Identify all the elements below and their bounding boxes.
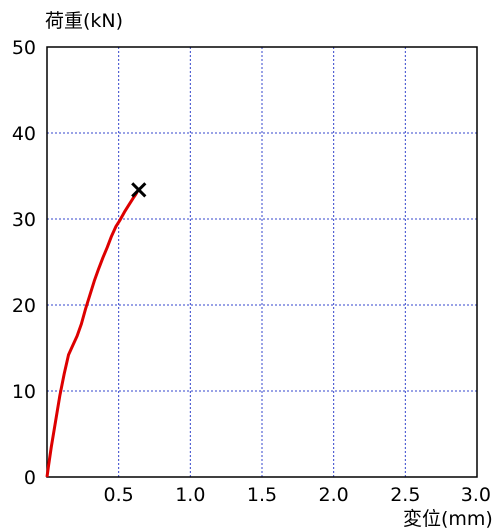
- marker-layer: ×: [128, 175, 150, 205]
- series-layer: [45, 190, 139, 478]
- y-axis-title: 荷重(kN): [45, 10, 123, 32]
- x-tick-label: 0.5: [104, 484, 134, 506]
- x-axis-title: 変位(mm): [403, 508, 493, 529]
- plot-frame: [46, 46, 478, 478]
- grid-lines: [47, 47, 477, 477]
- x-tick-labels: 0.5 1.0 1.5 2.0 2.5 3.0: [104, 484, 491, 506]
- x-tick-label: 2.0: [319, 484, 349, 506]
- y-tick-label: 0: [24, 467, 36, 489]
- y-tick-labels: 0 10 20 30 40 50: [12, 37, 36, 489]
- x-tick-label: 2.5: [390, 484, 420, 506]
- x-tick-label: 1.5: [247, 484, 277, 506]
- y-tick-label: 20: [12, 295, 36, 317]
- series-line-0: [45, 190, 139, 478]
- y-tick-label: 50: [12, 37, 36, 59]
- y-tick-label: 10: [12, 381, 36, 403]
- x-tick-label: 3.0: [461, 484, 491, 506]
- y-tick-label: 30: [12, 209, 36, 231]
- y-tick-label: 40: [12, 123, 36, 145]
- failure-marker: ×: [128, 175, 150, 205]
- x-tick-label: 1.0: [175, 484, 205, 506]
